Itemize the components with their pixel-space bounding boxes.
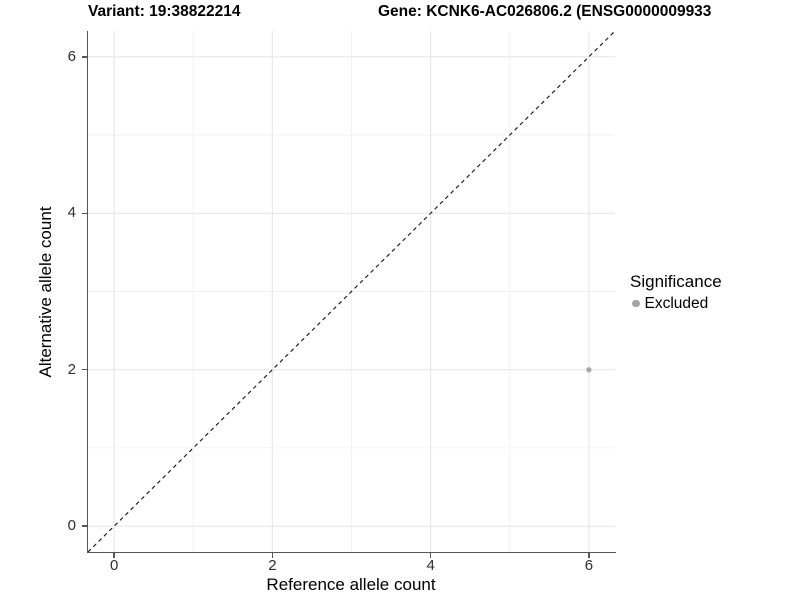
y-tick-mark xyxy=(82,525,87,527)
x-tick-label: 2 xyxy=(268,557,277,574)
y-tick-mark xyxy=(82,56,87,58)
legend: Significance Excluded xyxy=(630,272,722,312)
x-tick-label: 6 xyxy=(584,557,594,574)
data-point xyxy=(586,367,592,373)
x-tick-mark xyxy=(113,553,115,558)
y-tick-label: 2 xyxy=(67,360,76,378)
y-axis-line xyxy=(86,31,88,554)
y-tick-label: 4 xyxy=(67,204,76,222)
y-tick-mark xyxy=(82,212,87,214)
y-axis-title: Alternative allele count xyxy=(36,206,55,378)
x-tick-mark xyxy=(271,553,274,558)
legend-point-icon xyxy=(632,299,640,308)
legend-entry-label: Excluded xyxy=(644,295,709,312)
x-tick-mark xyxy=(429,553,432,558)
legend-entry-excluded: Excluded xyxy=(630,295,722,312)
legend-title: Significance xyxy=(630,272,722,291)
y-tick-label: 0 xyxy=(67,517,76,535)
x-tick-label: 0 xyxy=(109,557,119,574)
plot-title-variant: Variant: 19:38822214 xyxy=(88,3,241,20)
x-axis-title: Reference allele count xyxy=(266,575,436,594)
y-tick-label: 6 xyxy=(67,47,76,65)
y-tick-mark xyxy=(82,369,87,371)
chart-canvas xyxy=(87,30,616,553)
plot-title-gene: Gene: KCNK6-AC026806.2 (ENSG0000009933 xyxy=(378,3,712,20)
identity-line xyxy=(87,30,616,553)
plot-panel xyxy=(87,30,616,553)
x-axis-line xyxy=(86,552,617,554)
x-tick-mark xyxy=(588,553,590,558)
x-tick-label: 4 xyxy=(426,557,435,574)
